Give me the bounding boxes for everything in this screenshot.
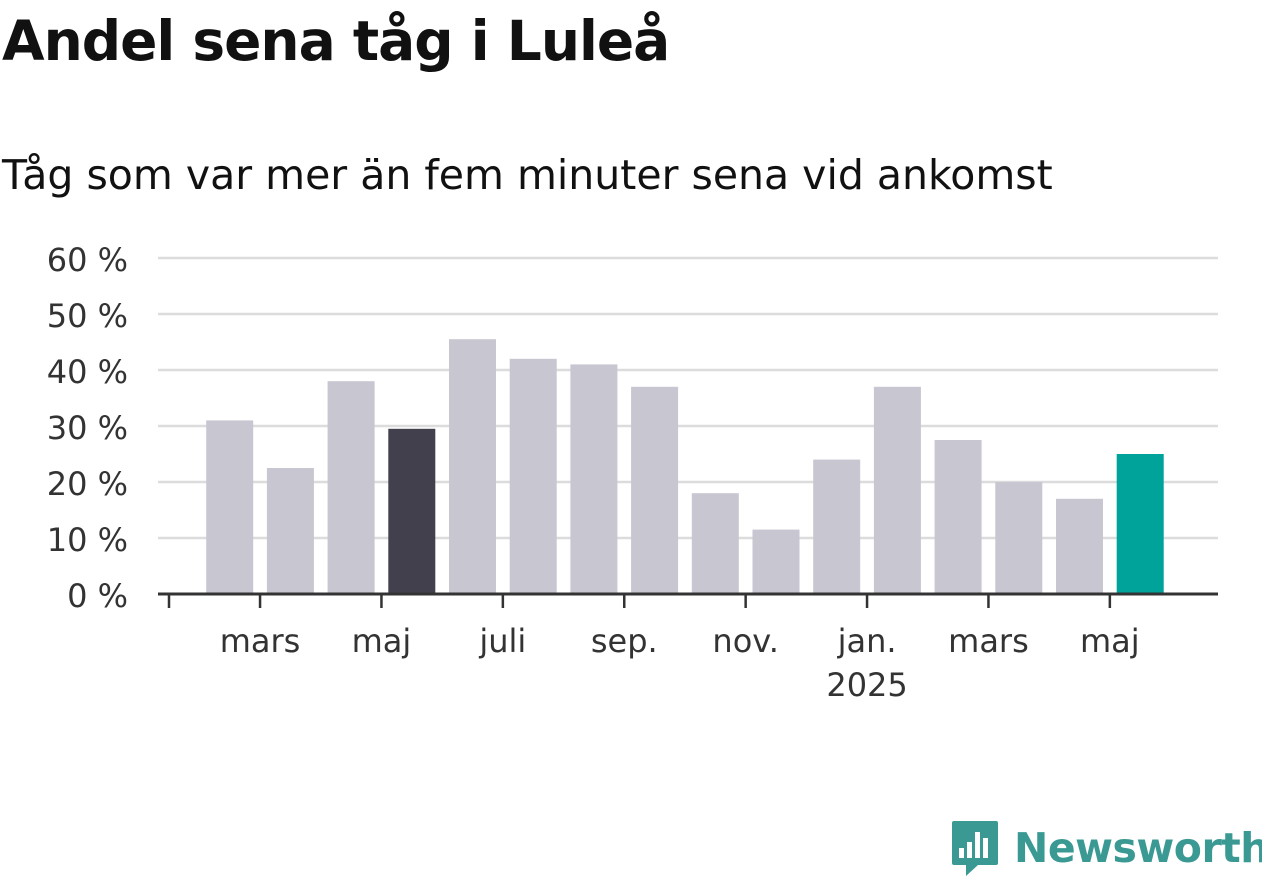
bar	[1116, 454, 1164, 594]
bar	[873, 386, 921, 594]
bar	[934, 440, 982, 594]
x-tick-label: juli	[478, 622, 526, 660]
bar	[266, 468, 314, 594]
bar	[509, 358, 557, 594]
newsworthy-logo: Newsworthy	[950, 818, 1262, 878]
newsworthy-logo-icon	[952, 821, 998, 876]
bar	[995, 482, 1043, 594]
x-tick-label: jan.	[837, 622, 897, 660]
y-tick-label: 20 %	[47, 465, 128, 503]
x-tick-label: maj	[1080, 622, 1140, 660]
chart-subtitle: Tåg som var mer än fem minuter sena vid …	[2, 151, 1053, 199]
y-tick-label: 30 %	[47, 409, 128, 447]
bar	[813, 459, 861, 594]
bar	[570, 364, 618, 594]
bar	[691, 493, 739, 594]
bar	[1056, 498, 1103, 594]
x-tick-label: mars	[220, 622, 301, 660]
y-tick-label: 10 %	[47, 521, 128, 559]
x-tick-label: maj	[352, 622, 412, 660]
chart-title: Andel sena tåg i Luleå	[2, 9, 670, 73]
x-tick-label: sep.	[591, 622, 658, 660]
y-tick-label: 60 %	[47, 241, 128, 279]
x-tick-sublabel: 2025	[826, 666, 907, 704]
y-tick-label: 50 %	[47, 297, 128, 335]
bar	[752, 529, 800, 594]
y-tick-label: 0 %	[67, 577, 128, 615]
newsworthy-logo-text: Newsworthy	[1014, 824, 1262, 872]
x-tick-label: mars	[948, 622, 1029, 660]
bar	[631, 386, 679, 594]
bar	[449, 339, 496, 594]
bar	[206, 420, 254, 594]
bar	[327, 381, 375, 594]
y-tick-label: 40 %	[47, 353, 128, 391]
bar	[388, 428, 436, 594]
x-tick-label: nov.	[712, 622, 778, 660]
